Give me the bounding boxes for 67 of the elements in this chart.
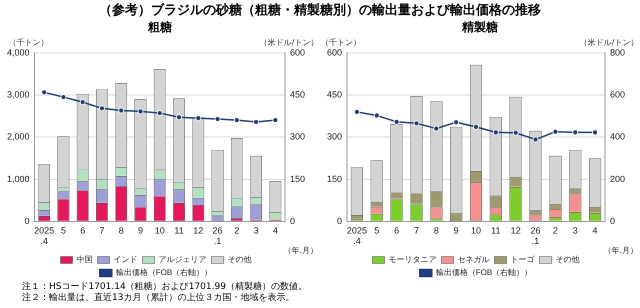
x-tick-label: 2 bbox=[552, 225, 558, 236]
x-tick-label: 10 bbox=[470, 225, 482, 236]
x-tick-label: 11 bbox=[174, 225, 184, 236]
x-tick-label: 4 bbox=[592, 225, 598, 236]
y-tick-label: 3,000 bbox=[6, 90, 30, 100]
x-tick-label: 10 bbox=[154, 225, 165, 236]
y-axis-title: （千トン） bbox=[8, 38, 49, 48]
x-tick-label: 3 bbox=[572, 225, 578, 236]
text: 注１：HSコード1701.14（粗糖）および1701.99（精製糖）の数値。 bbox=[22, 282, 307, 292]
y2-tick-label: 0 bbox=[610, 216, 615, 226]
chart-subtitle: 粗糖 bbox=[146, 19, 173, 35]
y-tick-label: 150 bbox=[326, 174, 342, 184]
x-tick-label: 26 .1 bbox=[212, 225, 223, 246]
legend-label: インド bbox=[114, 255, 138, 264]
x-axis-title: （年.月） bbox=[283, 246, 318, 256]
x-tick-label: 8 bbox=[434, 225, 439, 236]
x-tick-label: 3 bbox=[254, 225, 259, 236]
y-tick-label: 2,000 bbox=[6, 132, 30, 142]
y2-tick-label: 0 bbox=[290, 216, 295, 226]
x-tick-label: 8 bbox=[118, 225, 124, 236]
x-tick-label: 7 bbox=[99, 225, 104, 236]
y2-axis-title: （米ドル/トン） bbox=[260, 38, 318, 48]
x-tick-label: 12 bbox=[510, 225, 521, 236]
x-tick-label: 2 bbox=[234, 225, 240, 236]
legend-label: セネガル bbox=[458, 255, 490, 264]
legend-label: その他 bbox=[228, 255, 252, 264]
x-tick-label: 26 .1 bbox=[530, 225, 541, 246]
y-tick-label: 4,000 bbox=[6, 47, 30, 58]
legend-label: その他 bbox=[556, 255, 580, 264]
text: 注２：輸出量は、直近13カ月（累計）の上位３カ国・地域を表示。 bbox=[22, 293, 296, 304]
legend-label: 輸出価格（FOB（右軸）） bbox=[116, 268, 212, 278]
x-tick-label: 12 bbox=[193, 225, 204, 236]
legend-label: アルジェリア bbox=[158, 255, 206, 264]
y2-tick-label: 600 bbox=[610, 90, 626, 100]
legend-label: トーゴ bbox=[510, 255, 536, 264]
x-tick-label: 7 bbox=[414, 225, 419, 236]
x-axis-title: （年.月） bbox=[603, 246, 638, 256]
y-tick-label: 450 bbox=[326, 90, 342, 100]
y-tick-label: 300 bbox=[326, 132, 342, 142]
x-tick-label: 11 bbox=[491, 225, 501, 236]
y-tick-label: 0 bbox=[337, 216, 342, 226]
y2-tick-label: 300 bbox=[290, 132, 306, 142]
x-tick-label: 2025 .4 bbox=[346, 225, 367, 246]
y2-tick-label: 800 bbox=[610, 47, 626, 58]
x-tick-label: 9 bbox=[454, 225, 459, 236]
x-tick-label: 6 bbox=[394, 225, 400, 236]
y-axis-title: （千トン） bbox=[321, 38, 362, 48]
y2-tick-label: 150 bbox=[290, 174, 306, 184]
legend-label: 中国 bbox=[76, 255, 92, 264]
x-tick-label: 6 bbox=[80, 225, 86, 236]
y-tick-label: 600 bbox=[326, 47, 342, 58]
y2-tick-label: 200 bbox=[610, 174, 626, 184]
text: （参考）ブラジルの砂糖（粗糖・精製糖別）の輸出量および輸出価格の推移 bbox=[98, 2, 542, 19]
x-tick-label: 4 bbox=[272, 225, 278, 236]
y2-tick-label: 600 bbox=[290, 47, 306, 58]
y2-tick-label: 400 bbox=[610, 132, 626, 142]
y2-tick-label: 450 bbox=[290, 90, 306, 100]
legend-label: モーリタニア bbox=[388, 255, 436, 264]
x-tick-label: 5 bbox=[374, 225, 380, 236]
x-tick-label: 2025 .4 bbox=[34, 225, 54, 246]
x-tick-label: 9 bbox=[138, 225, 143, 236]
y2-axis-title: （米ドル/トン） bbox=[580, 38, 638, 48]
y-tick-label: 0 bbox=[24, 216, 30, 226]
legend-label: 輸出価格（FOB（右軸）） bbox=[436, 268, 532, 278]
x-tick-label: 5 bbox=[60, 225, 66, 236]
y-tick-label: 1,000 bbox=[6, 174, 30, 184]
chart-subtitle: 精製糖 bbox=[460, 19, 499, 35]
